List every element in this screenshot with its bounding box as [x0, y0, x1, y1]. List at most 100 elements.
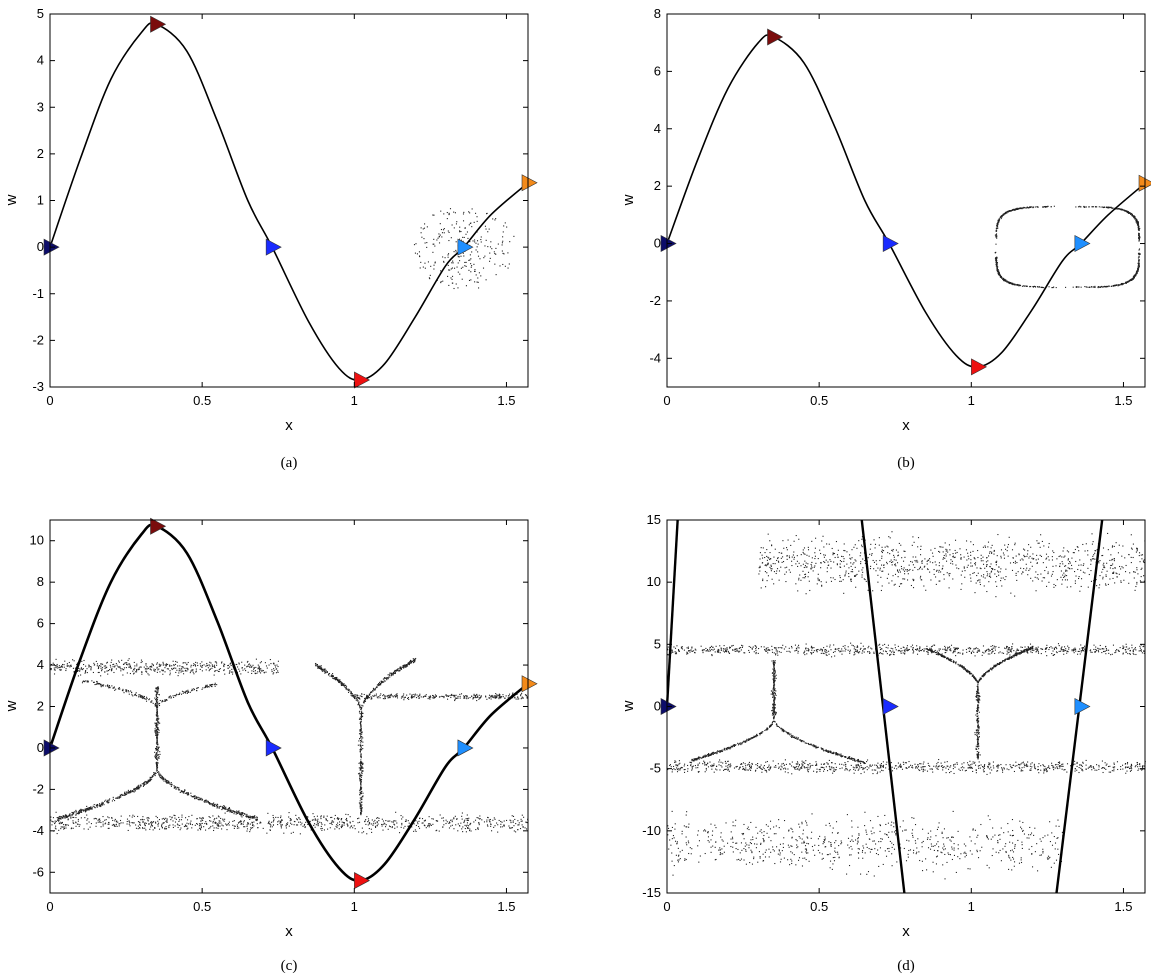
- scatter-point: [214, 803, 216, 806]
- scatter-point: [157, 728, 159, 730]
- scatter-point: [402, 666, 404, 668]
- scatter-point: [359, 730, 361, 732]
- scatter-point: [149, 780, 151, 782]
- scatter-point: [459, 697, 461, 699]
- scatter-point: [172, 826, 174, 829]
- scatter-point: [156, 765, 158, 767]
- scatter-point: [88, 665, 90, 667]
- scatter-point: [450, 819, 452, 821]
- scatter-point: [277, 816, 279, 819]
- scatter-point: [293, 824, 295, 826]
- scatter-point: [191, 814, 193, 816]
- scatter-point: [1040, 653, 1042, 655]
- scatter-point: [335, 678, 337, 680]
- scatter-point: [503, 820, 505, 822]
- scatter-point: [58, 819, 60, 821]
- scatter-point: [155, 742, 158, 744]
- scatter-point: [230, 664, 232, 667]
- scatter-point: [141, 673, 143, 675]
- y-tick-label: 8: [37, 574, 44, 589]
- triangle-marker: [150, 517, 167, 535]
- scatter-point: [380, 680, 382, 682]
- scatter-point: [477, 827, 479, 829]
- scatter-point: [317, 822, 319, 824]
- scatter-point: [470, 222, 472, 224]
- scatter-point: [1127, 280, 1129, 282]
- scatter-point: [216, 669, 218, 671]
- scatter-point: [198, 799, 200, 801]
- scatter-point: [510, 827, 512, 829]
- scatter-point: [249, 829, 251, 831]
- x-tick-label: 0: [663, 393, 670, 408]
- scatter-point: [158, 746, 160, 748]
- scatter-point: [95, 822, 97, 824]
- scatter-point: [353, 696, 355, 699]
- scatter-point: [154, 773, 156, 775]
- scatter-point: [98, 804, 100, 806]
- scatter-point: [476, 816, 478, 819]
- scatter-point: [238, 663, 240, 665]
- y-tick-label: 4: [37, 657, 44, 672]
- scatter-point: [382, 695, 384, 697]
- scatter-point: [360, 735, 362, 738]
- scatter-point: [128, 663, 131, 665]
- scatter-point: [165, 781, 167, 783]
- scatter-point: [161, 823, 163, 825]
- scatter-point: [1098, 286, 1100, 288]
- scatter-point: [157, 721, 159, 723]
- scatter-point: [346, 689, 348, 691]
- scatter-point: [165, 817, 167, 819]
- scatter-point: [462, 240, 464, 242]
- scatter-point: [464, 696, 466, 698]
- scatter-point: [1129, 280, 1131, 282]
- scatter-point: [119, 666, 121, 668]
- scatter-point: [361, 791, 363, 793]
- scatter-point: [126, 793, 128, 795]
- scatter-point: [197, 664, 199, 667]
- scatter-point: [404, 825, 406, 827]
- scatter-point: [180, 668, 182, 670]
- scatter-point: [129, 815, 131, 817]
- scatter-point: [223, 807, 225, 809]
- scatter-point: [410, 696, 412, 698]
- scatter-point: [1105, 286, 1107, 288]
- scatter-point: [247, 671, 249, 673]
- scatter-point: [1100, 286, 1102, 288]
- scatter-point: [179, 665, 181, 667]
- scatter-point: [153, 774, 155, 776]
- scatter-point: [366, 833, 368, 835]
- scatter-point: [862, 645, 864, 647]
- scatter-point: [403, 664, 405, 666]
- scatter-point: [158, 729, 160, 731]
- scatter-point: [233, 810, 235, 813]
- scatter-point: [463, 697, 465, 699]
- scatter-point: [256, 818, 258, 820]
- scatter-point: [1091, 286, 1093, 288]
- scatter-point: [191, 690, 193, 692]
- scatter-point: [185, 662, 187, 664]
- scatter-point: [156, 691, 158, 693]
- scatter-point: [908, 648, 910, 651]
- scatter-point: [352, 696, 354, 698]
- scatter-point: [102, 825, 104, 827]
- scatter-point: [190, 820, 192, 822]
- scatter-point: [160, 825, 163, 827]
- scatter-point: [178, 789, 181, 791]
- scatter-point: [470, 279, 472, 281]
- scatter-point: [1012, 283, 1014, 285]
- scatter-point: [410, 660, 412, 662]
- scatter-point: [1108, 285, 1110, 287]
- scatter-point: [314, 818, 316, 820]
- scatter-point: [441, 236, 443, 238]
- scatter-point: [120, 815, 122, 817]
- scatter-point: [186, 825, 188, 827]
- scatter-point: [338, 817, 340, 820]
- scatter-point: [155, 696, 157, 698]
- scatter-point: [126, 662, 128, 664]
- scatter-point: [399, 666, 401, 668]
- scatter-point: [119, 797, 121, 799]
- scatter-point: [804, 654, 806, 656]
- scatter-point: [418, 255, 421, 257]
- scatter-point: [209, 661, 211, 663]
- scatter-point: [214, 670, 216, 673]
